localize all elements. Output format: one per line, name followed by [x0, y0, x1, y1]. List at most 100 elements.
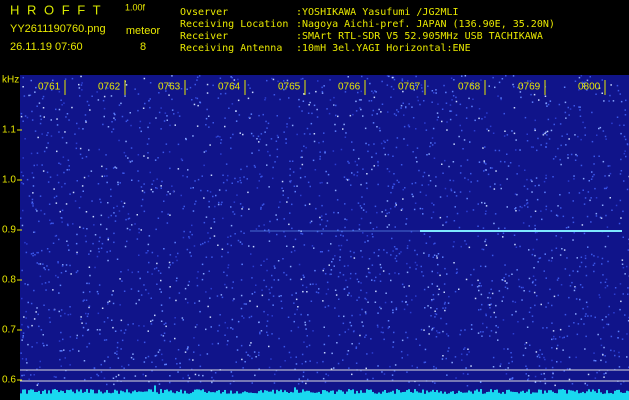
noise-dot	[521, 206, 523, 209]
noise-dot	[293, 320, 295, 323]
noise-dot	[619, 173, 622, 175]
spectrum-column	[280, 389, 282, 400]
spectrum-column	[118, 393, 120, 400]
noise-dot	[515, 310, 517, 313]
noise-dot	[43, 116, 45, 118]
noise-dot	[482, 147, 484, 149]
noise-dot	[318, 288, 320, 290]
noise-dot	[276, 233, 278, 236]
noise-dot	[41, 97, 44, 100]
noise-dot	[538, 365, 541, 367]
spectrum-column	[46, 393, 48, 400]
noise-dot	[251, 91, 254, 94]
noise-dot	[591, 140, 594, 143]
noise-dot	[372, 236, 374, 238]
noise-dot	[35, 208, 37, 211]
spectrum-column	[498, 392, 500, 400]
noise-dot	[112, 128, 115, 130]
noise-dot	[423, 361, 426, 364]
noise-dot	[525, 365, 527, 367]
spectrum-column	[464, 392, 466, 400]
noise-dot	[385, 292, 387, 294]
noise-dot	[368, 144, 370, 146]
noise-dot	[235, 110, 237, 112]
noise-dot	[546, 130, 549, 133]
noise-dot	[196, 79, 198, 81]
noise-dot	[446, 333, 448, 335]
noise-dot	[78, 207, 81, 209]
noise-dot	[134, 88, 136, 90]
noise-dot	[500, 363, 502, 365]
noise-dot	[499, 184, 502, 186]
noise-dot	[105, 228, 108, 230]
noise-dot	[61, 221, 63, 223]
noise-dot	[193, 103, 196, 106]
noise-dot	[92, 242, 94, 245]
noise-dot	[497, 95, 499, 97]
noise-dot	[307, 112, 310, 114]
spectrum-column	[240, 393, 242, 400]
noise-dot	[207, 232, 209, 234]
spectrum-column	[246, 392, 248, 400]
noise-dot	[249, 300, 251, 302]
noise-dot	[169, 381, 171, 384]
noise-dot	[31, 110, 33, 113]
noise-dot	[378, 108, 380, 111]
noise-dot	[563, 370, 565, 372]
noise-dot	[413, 89, 415, 91]
noise-dot	[568, 138, 570, 140]
noise-dot	[24, 241, 26, 244]
noise-dot	[112, 326, 114, 329]
noise-dot	[393, 331, 395, 334]
spectrum-column	[238, 393, 240, 400]
noise-dot	[532, 248, 535, 251]
noise-dot	[272, 78, 275, 81]
noise-dot	[555, 235, 557, 237]
noise-dot	[232, 328, 234, 330]
noise-dot	[59, 350, 61, 352]
noise-dot	[376, 113, 378, 115]
noise-dot	[123, 202, 126, 204]
noise-dot	[272, 177, 274, 180]
noise-dot	[549, 100, 552, 102]
noise-dot	[277, 136, 279, 139]
spectrum-column	[402, 391, 404, 400]
noise-dot	[59, 163, 62, 165]
noise-dot	[208, 270, 210, 272]
noise-dot	[358, 296, 360, 299]
noise-dot	[444, 267, 446, 270]
noise-dot	[566, 368, 569, 370]
noise-dot	[590, 221, 592, 223]
noise-dot	[579, 284, 582, 286]
noise-dot	[394, 205, 396, 208]
noise-dot	[445, 323, 448, 325]
noise-dot	[165, 363, 167, 366]
noise-dot	[33, 289, 35, 292]
noise-dot	[279, 98, 281, 101]
spectrum-column	[128, 392, 130, 400]
noise-dot	[400, 350, 403, 353]
noise-dot	[121, 365, 123, 368]
noise-dot	[147, 157, 149, 159]
spectrum-column	[164, 389, 166, 400]
noise-dot	[400, 104, 403, 107]
noise-dot	[355, 347, 357, 349]
noise-dot	[479, 282, 481, 284]
noise-dot	[510, 377, 512, 380]
spectrum-column	[150, 389, 152, 400]
noise-dot	[353, 257, 356, 259]
noise-dot	[611, 209, 613, 211]
noise-dot	[606, 285, 609, 287]
noise-dot	[221, 248, 224, 250]
noise-dot	[524, 169, 526, 171]
noise-dot	[355, 362, 358, 364]
noise-dot	[69, 313, 72, 316]
spectrum-column	[114, 389, 116, 400]
noise-dot	[384, 209, 387, 211]
noise-dot	[491, 292, 494, 295]
noise-dot	[232, 299, 234, 302]
noise-dot	[536, 149, 538, 152]
noise-dot	[552, 158, 555, 160]
noise-dot	[196, 97, 199, 100]
noise-dot	[408, 125, 411, 128]
